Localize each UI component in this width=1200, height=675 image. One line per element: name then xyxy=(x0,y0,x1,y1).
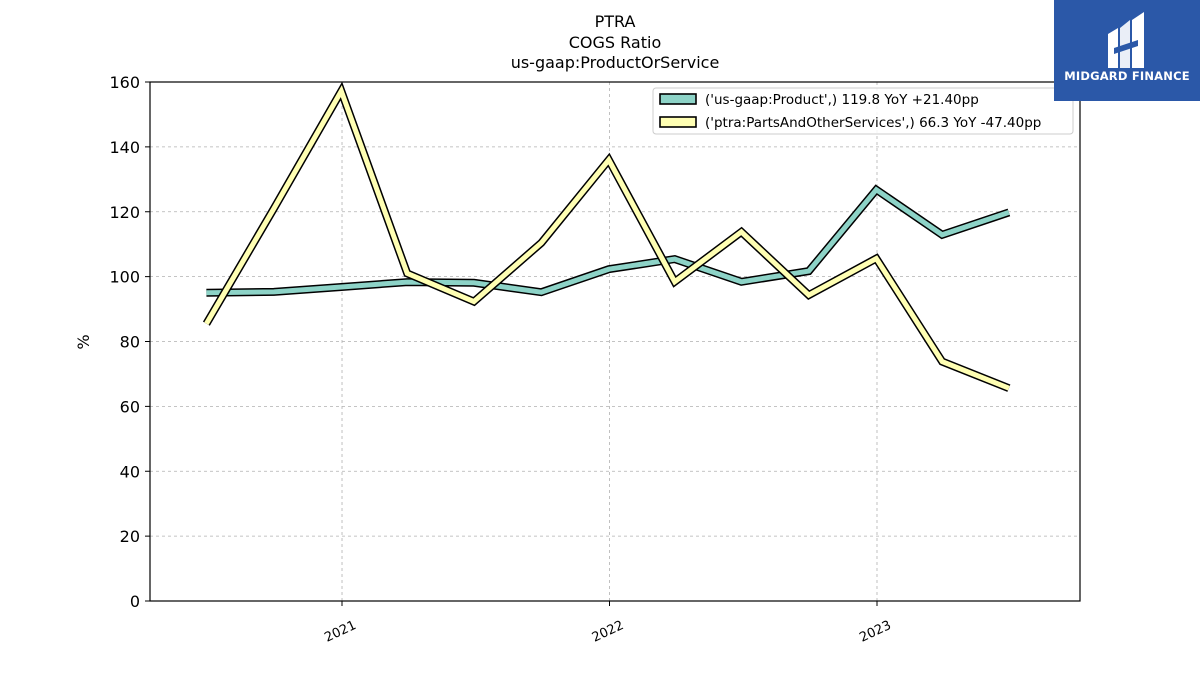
series-layer xyxy=(202,81,1011,392)
midgard-logo-icon xyxy=(1108,12,1144,68)
y-tick-label: 140 xyxy=(109,138,140,157)
chart-subtitle-2: us-gaap:ProductOrService xyxy=(511,53,720,72)
brand-name: MIDGARD FINANCE xyxy=(1064,69,1190,83)
y-tick-label: 80 xyxy=(120,333,140,352)
y-tick-label: 20 xyxy=(120,527,140,546)
chart-subtitle: COGS Ratio xyxy=(569,33,661,52)
series-line-0 xyxy=(206,186,1010,296)
legend-label-product: ('us-gaap:Product',) 119.8 YoY +21.40pp xyxy=(705,92,979,108)
y-tick-label: 40 xyxy=(120,462,140,481)
brand-logo: MIDGARD FINANCE xyxy=(1054,0,1200,101)
grid xyxy=(150,81,1080,602)
x-tick-label: 2023 xyxy=(857,618,893,646)
x-axis: 2021 2022 2023 xyxy=(322,601,894,646)
series-line-1 xyxy=(204,85,1010,391)
legend: ('us-gaap:Product',) 119.8 YoY +21.40pp … xyxy=(652,87,1074,135)
y-axis-label: % xyxy=(74,334,93,349)
y-axis: 0 20 40 60 80 100 120 140 160 xyxy=(109,73,150,611)
y-tick-label: 0 xyxy=(130,592,140,611)
legend-swatch-product xyxy=(659,93,697,105)
y-tick-label: 160 xyxy=(109,73,140,92)
x-tick-label: 2022 xyxy=(590,618,626,646)
legend-label-parts-services: ('ptra:PartsAndOtherServices',) 66.3 YoY… xyxy=(705,115,1041,131)
chart-title: PTRA xyxy=(595,12,636,31)
y-tick-label: 100 xyxy=(109,268,140,287)
y-tick-label: 60 xyxy=(120,397,140,416)
legend-swatch-parts-services xyxy=(659,116,697,128)
series-outline-1 xyxy=(202,81,1011,392)
x-tick-label: 2021 xyxy=(322,618,358,646)
legend-frame xyxy=(652,87,1074,135)
y-tick-label: 120 xyxy=(109,203,140,222)
